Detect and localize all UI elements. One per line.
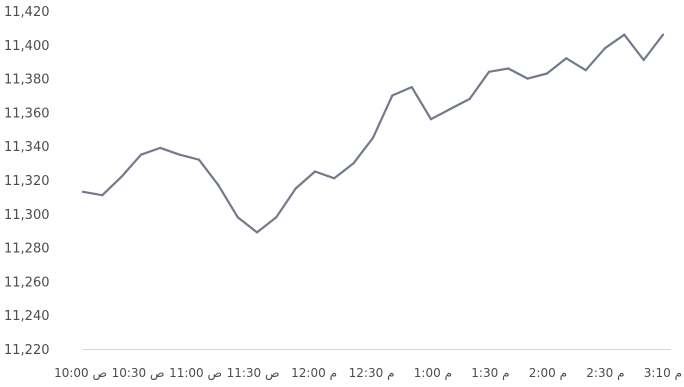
- y-tick-label: 11,260: [4, 275, 50, 290]
- data-point: [294, 187, 297, 190]
- data-point: [275, 216, 278, 219]
- data-point: [623, 33, 626, 36]
- x-tick-label: 3:10 م: [644, 366, 682, 380]
- data-point: [661, 33, 665, 36]
- data-point: [642, 58, 645, 62]
- data-point: [178, 153, 181, 156]
- x-tick-label: 1:30 م: [471, 366, 509, 380]
- x-tick-label: 11:00 ص: [169, 366, 222, 381]
- x-tick-label: 11:30 ص: [227, 366, 280, 381]
- x-tick-label: 10:00 ص: [54, 366, 107, 381]
- y-tick-label: 11,300: [4, 208, 50, 223]
- x-tick-label: 12:00 م: [291, 366, 337, 380]
- series-line: [81, 33, 665, 234]
- data-point: [81, 190, 85, 193]
- data-point: [391, 94, 394, 97]
- y-tick-label: 11,220: [4, 343, 50, 358]
- data-point: [352, 162, 355, 165]
- data-point: [410, 86, 413, 89]
- data-point: [120, 175, 123, 178]
- data-point: [565, 57, 568, 60]
- data-point: [468, 97, 471, 100]
- data-point: [584, 69, 587, 72]
- data-point: [333, 177, 336, 180]
- y-axis-ticks: 11,220 11,240 11,260 11,280 11,300 11,320 11,3…: [4, 5, 50, 358]
- data-points: [81, 33, 665, 234]
- x-tick-label: 1:00 م: [414, 366, 452, 380]
- y-tick-label: 11,380: [4, 73, 50, 88]
- data-point: [526, 77, 529, 80]
- data-point: [429, 118, 433, 121]
- y-tick-label: 11,360: [4, 106, 50, 121]
- data-point: [255, 231, 259, 234]
- data-point: [313, 170, 317, 173]
- data-point: [101, 194, 104, 197]
- x-tick-label: 12:30 م: [349, 366, 395, 380]
- data-point: [545, 72, 549, 75]
- data-point: [507, 67, 510, 70]
- y-tick-label: 11,320: [4, 174, 50, 189]
- x-tick-label: 2:30 م: [586, 366, 624, 380]
- x-tick-label: 2:00 م: [529, 366, 567, 380]
- x-axis-ticks: 10:00 ص 10:30 ص 11:00 ص 11:30 ص 12:00 م 12:30…: [54, 366, 682, 381]
- data-point: [487, 70, 491, 73]
- data-point: [603, 47, 607, 50]
- y-tick-label: 11,340: [4, 140, 50, 155]
- data-point: [139, 153, 143, 156]
- x-tick-label: 10:30 ص: [112, 366, 165, 381]
- y-tick-label: 11,240: [4, 309, 50, 324]
- data-point: [449, 107, 452, 111]
- data-point: [236, 216, 239, 219]
- y-tick-label: 11,400: [4, 39, 50, 54]
- y-tick-label: 11,280: [4, 242, 50, 257]
- data-point: [217, 184, 220, 187]
- data-point: [371, 136, 375, 139]
- y-tick-label: 11,420: [4, 5, 50, 20]
- data-point: [197, 158, 201, 161]
- data-point: [159, 146, 162, 149]
